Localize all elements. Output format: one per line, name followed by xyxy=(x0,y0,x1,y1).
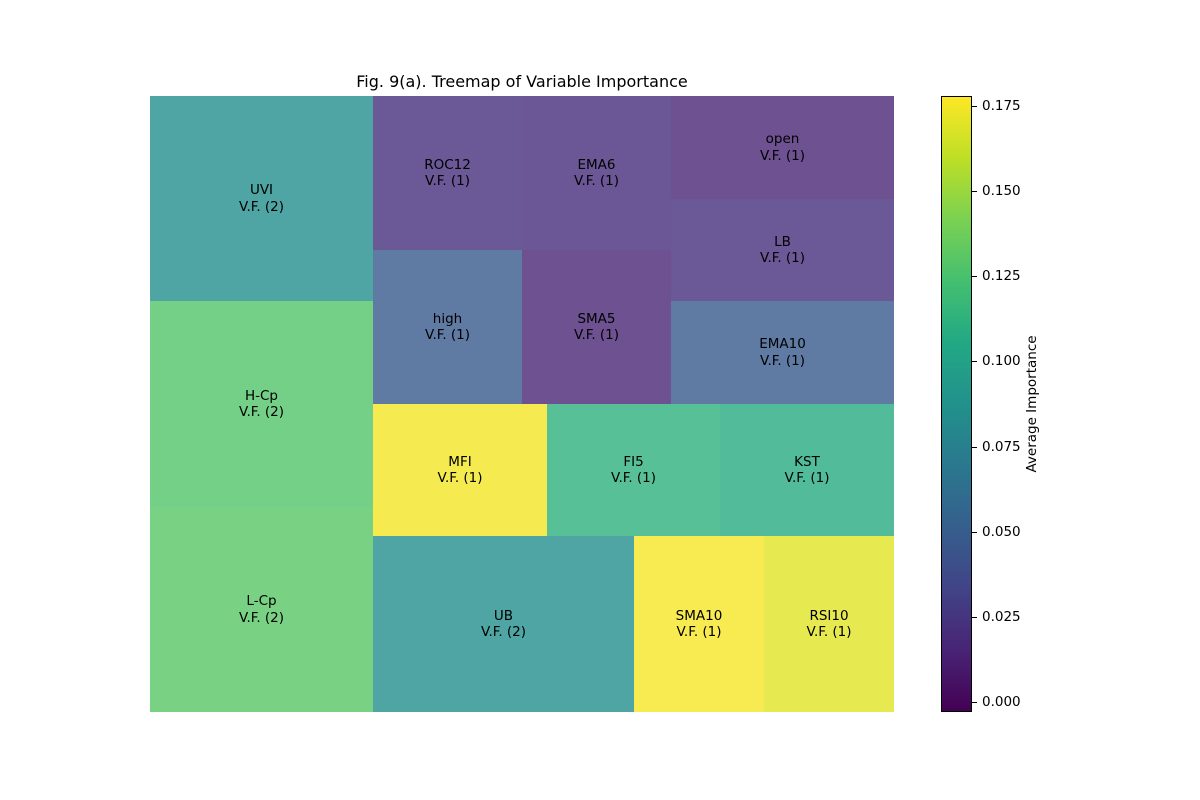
colorbar-tick-mark xyxy=(972,276,977,277)
tile-frequency-label: V.F. (1) xyxy=(424,173,471,189)
treemap-tile-ub: UB V.F. (2) xyxy=(373,536,634,712)
colorbar-tick-label: 0.150 xyxy=(982,183,1021,199)
colorbar-tick-mark xyxy=(972,532,977,533)
treemap-tile-roc12: ROC12 V.F. (1) xyxy=(373,96,522,250)
treemap-tile-fi5: FI5 V.F. (1) xyxy=(547,404,720,536)
tile-variable-name: UB xyxy=(493,607,514,624)
treemap-tile-ema10: EMA10 V.F. (1) xyxy=(671,301,894,404)
tile-label: UB V.F. (2) xyxy=(481,608,526,641)
chart-title: Fig. 9(a). Treemap of Variable Importanc… xyxy=(356,72,688,91)
colorbar-tick-label: 0.075 xyxy=(982,439,1021,455)
tile-label: high V.F. (1) xyxy=(425,311,470,344)
tile-variable-name: open xyxy=(765,131,800,147)
tile-label: FI5 V.F. (1) xyxy=(611,454,656,487)
treemap-tile-sma10: SMA10 V.F. (1) xyxy=(634,536,764,712)
tile-frequency-label: V.F. (1) xyxy=(573,173,620,189)
tile-variable-name: H-Cp xyxy=(244,387,279,404)
tile-label: KST V.F. (1) xyxy=(784,454,829,487)
tile-label: open V.F. (1) xyxy=(760,131,805,164)
treemap-tile-rsi10: RSI10 V.F. (1) xyxy=(764,536,894,712)
tile-frequency-label: V.F. (1) xyxy=(424,327,471,343)
tile-label: SMA10 V.F. (1) xyxy=(676,608,723,641)
tile-variable-name: FI5 xyxy=(623,453,644,470)
tile-variable-name: SMA5 xyxy=(577,310,616,327)
colorbar-tick-mark xyxy=(972,361,977,362)
tile-variable-name: EMA10 xyxy=(759,336,806,352)
treemap-tile-h-cp: H-Cp V.F. (2) xyxy=(150,301,373,507)
treemap-tile-mfi: MFI V.F. (1) xyxy=(373,404,547,536)
tile-frequency-label: V.F. (2) xyxy=(238,198,285,215)
tile-frequency-label: V.F. (1) xyxy=(573,327,620,343)
tile-label: MFI V.F. (1) xyxy=(437,454,482,487)
treemap-tile-high: high V.F. (1) xyxy=(373,250,522,404)
treemap-tile-kst: KST V.F. (1) xyxy=(720,404,894,536)
tile-variable-name: UVI xyxy=(249,182,274,198)
tile-frequency-label: V.F. (1) xyxy=(610,470,657,486)
tile-label: ROC12 V.F. (1) xyxy=(424,157,471,190)
tile-label: LB V.F. (1) xyxy=(760,234,805,267)
tile-variable-name: EMA6 xyxy=(577,156,616,173)
treemap-tile-open: open V.F. (1) xyxy=(671,96,894,199)
tile-label: EMA10 V.F. (1) xyxy=(759,336,806,369)
tile-variable-name: LB xyxy=(774,233,791,250)
tile-frequency-label: V.F. (2) xyxy=(238,609,285,626)
tile-label: UVI V.F. (2) xyxy=(239,182,284,215)
tile-variable-name: MFI xyxy=(448,453,472,470)
tile-label: SMA5 V.F. (1) xyxy=(574,311,619,344)
tile-frequency-label: V.F. (2) xyxy=(238,404,285,420)
colorbar-tick-mark xyxy=(972,447,977,448)
colorbar-tick-mark xyxy=(972,191,977,192)
treemap-tile-uvi: UVI V.F. (2) xyxy=(150,96,373,301)
tile-label: EMA6 V.F. (1) xyxy=(574,157,619,190)
tile-frequency-label: V.F. (1) xyxy=(437,470,483,486)
treemap-tile-sma5: SMA5 V.F. (1) xyxy=(522,250,671,404)
colorbar-tick-label: 0.125 xyxy=(982,268,1021,284)
tile-label: RSI10 V.F. (1) xyxy=(806,608,851,641)
colorbar-tick-label: 0.025 xyxy=(982,609,1021,625)
tile-frequency-label: V.F. (1) xyxy=(806,624,852,640)
tile-frequency-label: V.F. (1) xyxy=(676,624,722,640)
colorbar-tick-label: 0.050 xyxy=(982,524,1021,540)
treemap-tile-ema6: EMA6 V.F. (1) xyxy=(522,96,671,250)
tile-variable-name: high xyxy=(432,310,463,327)
tile-variable-name: L-Cp xyxy=(246,593,277,609)
tile-frequency-label: V.F. (1) xyxy=(784,470,830,486)
colorbar-tick-label: 0.100 xyxy=(982,353,1021,369)
tile-variable-name: ROC12 xyxy=(424,156,471,173)
tile-variable-name: SMA10 xyxy=(675,607,723,624)
tile-label: L-Cp V.F. (2) xyxy=(239,593,284,626)
treemap-plot: UVI V.F. (2) H-Cp V.F. (2) L-Cp V.F. (2) ROC12… xyxy=(150,96,894,712)
colorbar-gradient xyxy=(941,96,972,712)
tile-label: H-Cp V.F. (2) xyxy=(239,388,284,421)
tile-frequency-label: V.F. (1) xyxy=(759,250,806,266)
tile-frequency-label: V.F. (1) xyxy=(759,352,806,369)
colorbar-tick-mark xyxy=(972,106,977,107)
tile-frequency-label: V.F. (2) xyxy=(480,624,527,640)
colorbar-tick-label: 0.175 xyxy=(982,98,1021,114)
colorbar xyxy=(941,96,972,712)
colorbar-tick-mark xyxy=(972,617,977,618)
treemap-tile-l-cp: L-Cp V.F. (2) xyxy=(150,507,373,712)
colorbar-tick-mark xyxy=(972,702,977,703)
tile-frequency-label: V.F. (1) xyxy=(759,147,806,164)
tile-variable-name: RSI10 xyxy=(809,607,849,624)
tile-variable-name: KST xyxy=(794,453,820,470)
treemap-tile-lb: LB V.F. (1) xyxy=(671,199,894,301)
colorbar-tick-label: 0.000 xyxy=(982,694,1021,710)
colorbar-axis-label: Average Importance xyxy=(1024,335,1040,473)
